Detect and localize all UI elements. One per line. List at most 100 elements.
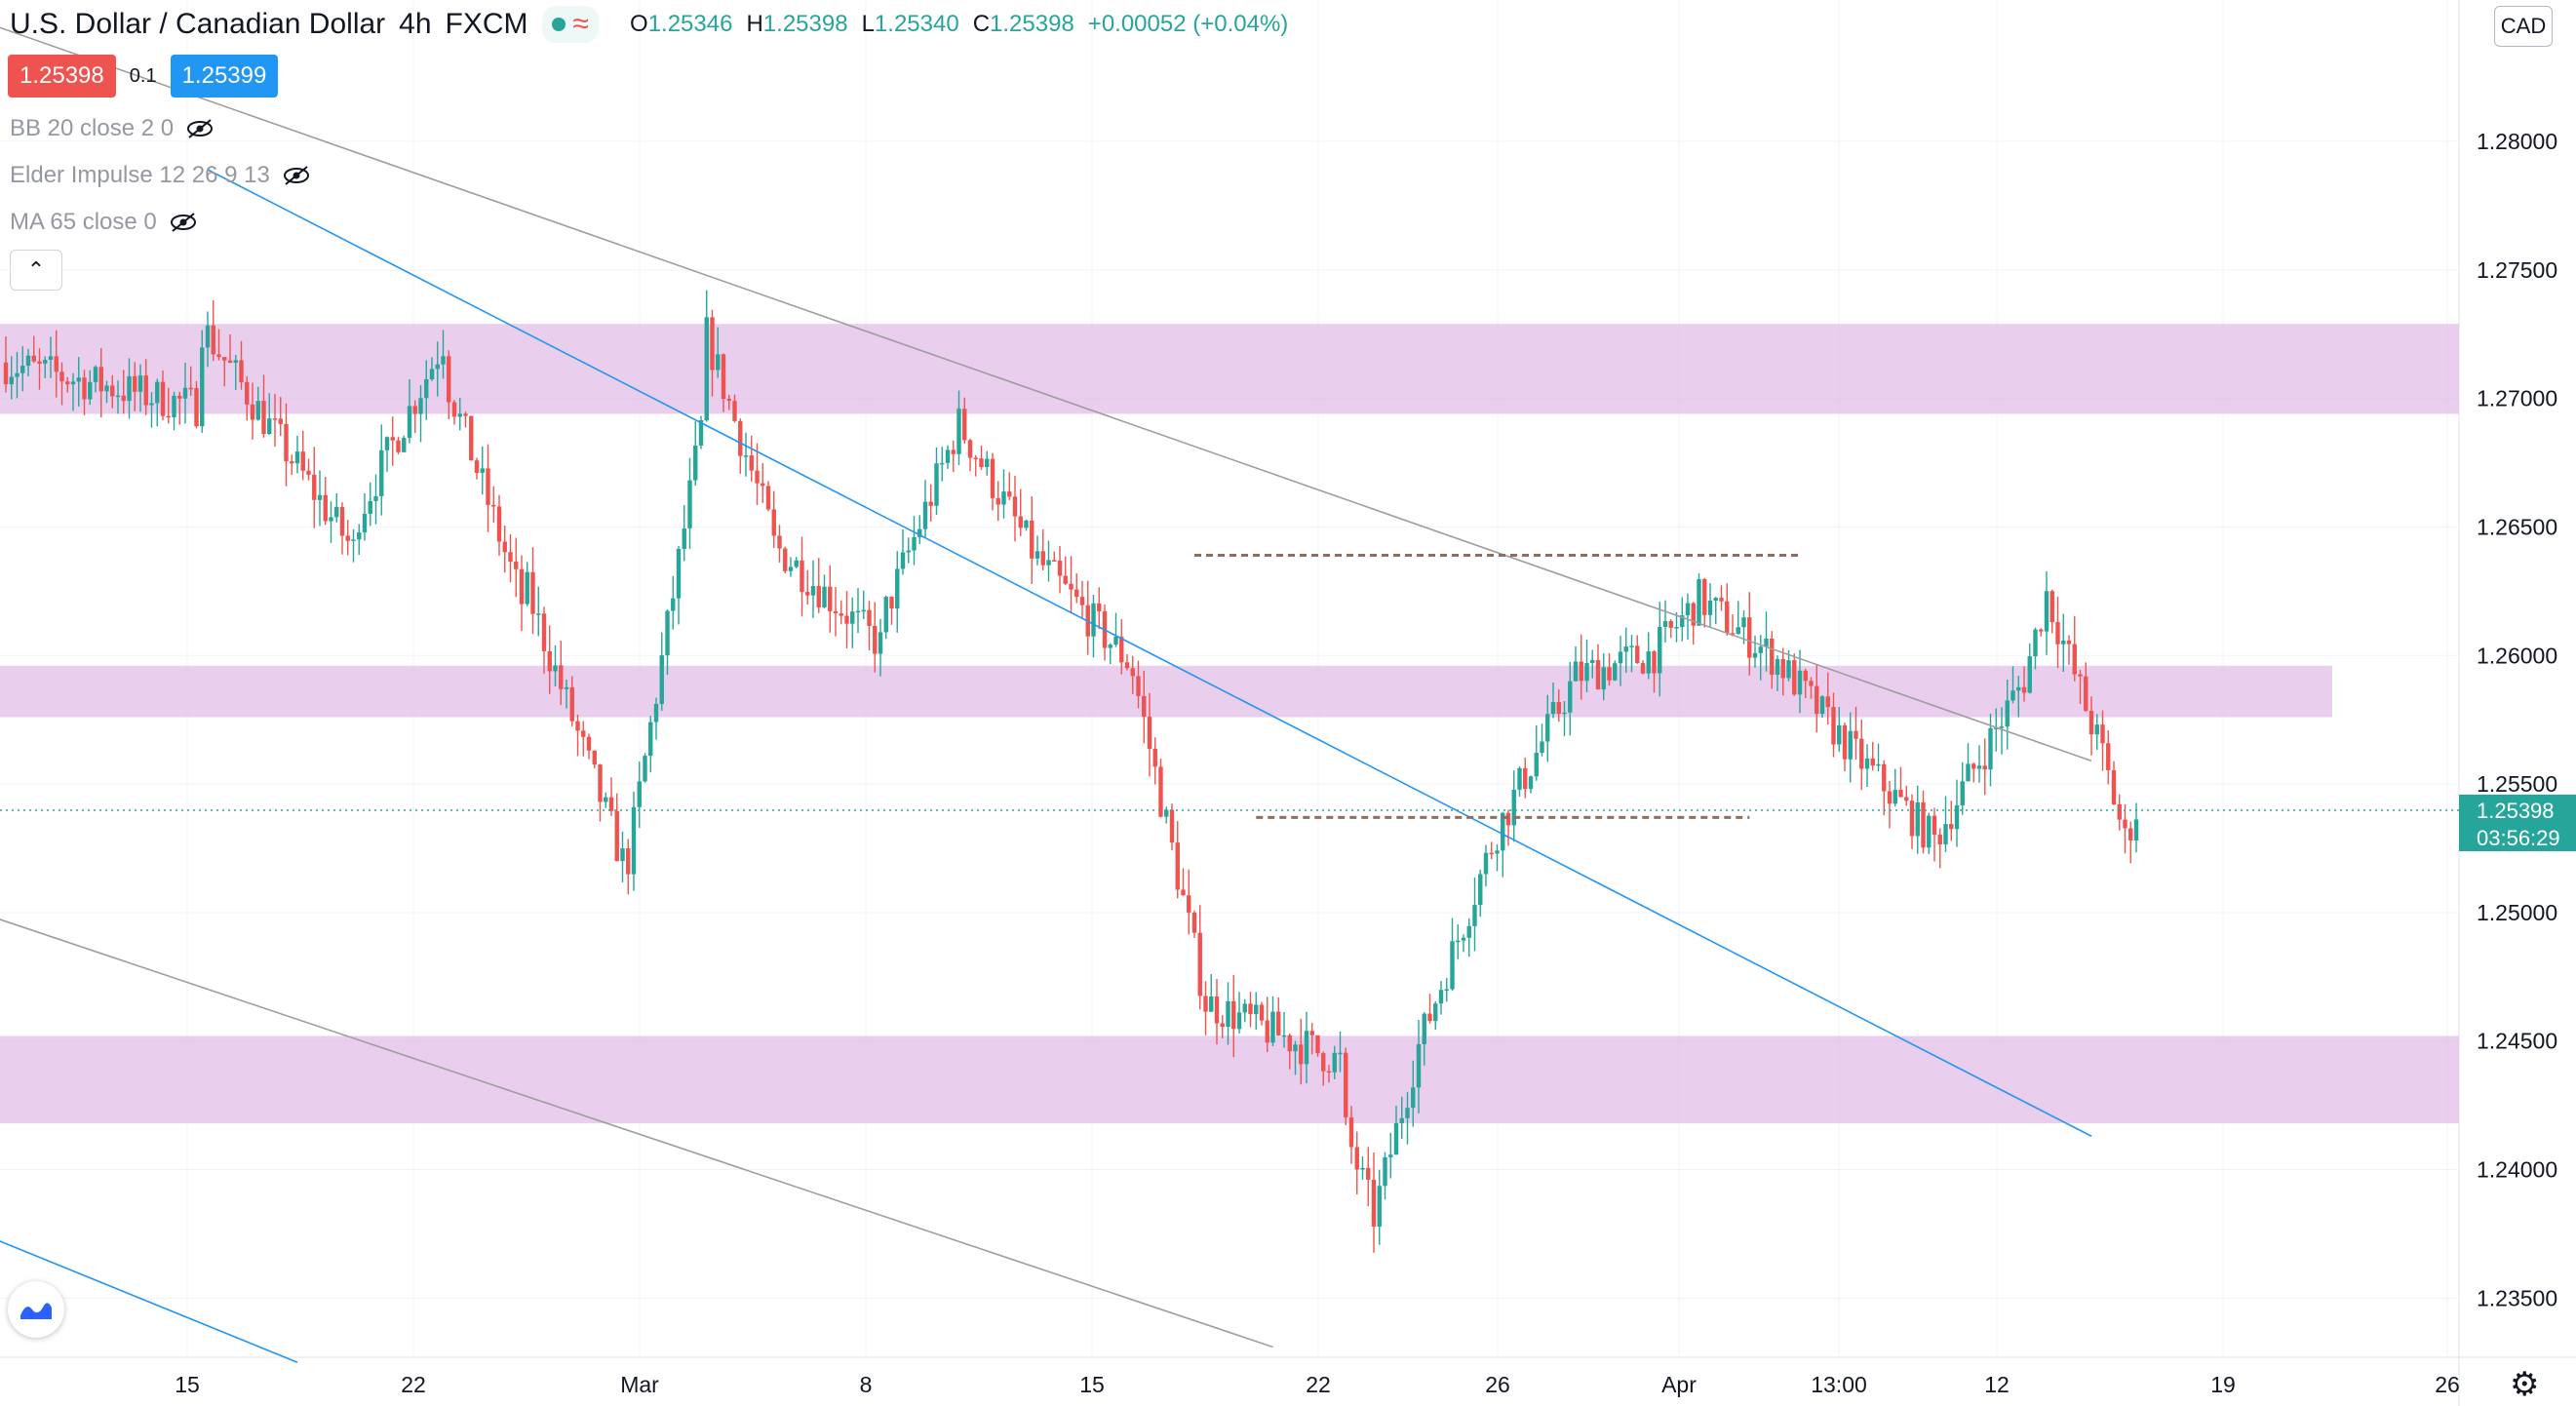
last-price-value: 1.25398 xyxy=(2477,799,2555,823)
tradingview-logo[interactable] xyxy=(8,1281,64,1338)
candle xyxy=(1613,660,1618,682)
candle-body xyxy=(1854,730,1858,739)
candle xyxy=(917,515,922,544)
candle xyxy=(233,354,238,391)
candle-body xyxy=(351,539,356,541)
candle xyxy=(1416,1020,1422,1113)
candle xyxy=(1674,611,1679,643)
indicator-bb[interactable]: BB 20 close 2 0 xyxy=(10,115,215,142)
candle xyxy=(2066,635,2072,665)
ohlc-values: O1.25346 H1.25398 L1.25340 C1.25398 +0.0… xyxy=(630,11,1288,38)
candle-body xyxy=(1819,696,1825,715)
currency-label[interactable]: CAD xyxy=(2494,6,2553,47)
candle-body xyxy=(486,468,490,505)
candle xyxy=(194,380,199,429)
candle xyxy=(245,375,250,421)
eye-crossed-icon[interactable] xyxy=(282,165,311,186)
interval-label[interactable]: 4h xyxy=(399,8,432,40)
candle xyxy=(514,537,519,598)
candle xyxy=(172,391,176,431)
candle xyxy=(1299,1018,1304,1085)
candle-body xyxy=(2072,644,2077,675)
candle-body xyxy=(2010,690,2015,701)
eye-crossed-icon[interactable] xyxy=(169,212,198,233)
candle xyxy=(1422,1011,1426,1066)
candle xyxy=(1915,785,1920,854)
candle xyxy=(1119,619,1124,675)
candle xyxy=(255,386,260,421)
candle-body xyxy=(1909,801,1915,837)
candle-body xyxy=(1411,1087,1416,1109)
candle xyxy=(1707,583,1713,627)
candle xyxy=(1819,695,1825,718)
candle-body xyxy=(1371,1179,1377,1228)
symbol-title[interactable]: U.S. Dollar / Canadian Dollar xyxy=(10,8,386,40)
candle-body xyxy=(940,462,945,465)
candle xyxy=(682,505,686,562)
candle xyxy=(1623,627,1628,673)
candle-body xyxy=(188,387,193,390)
candle-body xyxy=(1568,681,1573,713)
eye-crossed-icon[interactable] xyxy=(185,118,215,139)
candle xyxy=(592,750,597,768)
candle xyxy=(906,537,911,564)
candle-body xyxy=(2111,769,2117,804)
candle-body xyxy=(547,650,552,672)
candle-body xyxy=(928,501,933,506)
candle-body xyxy=(883,597,888,633)
candle-body xyxy=(211,325,215,355)
settings-gear-icon[interactable]: ⚙ xyxy=(2510,1366,2540,1403)
candle xyxy=(1568,661,1573,736)
candle-body xyxy=(1988,727,1993,770)
candle-body xyxy=(973,457,978,460)
candle xyxy=(1444,977,1449,1002)
candle xyxy=(1797,649,1803,714)
candle-body xyxy=(1545,714,1550,742)
candle-body xyxy=(586,736,592,751)
candle xyxy=(614,793,619,862)
candle xyxy=(665,609,670,676)
candle xyxy=(575,714,580,757)
candle xyxy=(1579,634,1583,700)
collapse-legend-button[interactable]: ⌃ xyxy=(10,250,62,291)
sell-price-button[interactable]: 1.25398 xyxy=(8,55,116,98)
candle-body xyxy=(502,541,507,553)
candle xyxy=(995,481,1000,522)
candle-body xyxy=(1797,670,1803,695)
buy-price-button[interactable]: 1.25399 xyxy=(170,55,279,98)
candle xyxy=(1270,996,1275,1047)
candle-body xyxy=(418,398,423,414)
candle-body xyxy=(1366,1167,1371,1180)
candle xyxy=(362,492,368,541)
candle-body xyxy=(956,409,961,454)
indicator-ma[interactable]: MA 65 close 0 xyxy=(10,209,198,236)
candle xyxy=(20,346,25,392)
indicator-elder-impulse[interactable]: Elder Impulse 12 26 9 13 xyxy=(10,162,311,189)
trendline xyxy=(0,1240,298,1364)
x-tick-label: 19 xyxy=(2210,1372,2236,1397)
candle xyxy=(671,575,676,630)
candle xyxy=(1354,1131,1359,1195)
candle-body xyxy=(1344,1052,1348,1118)
candle-body xyxy=(1927,815,1932,848)
candle xyxy=(1287,1033,1292,1070)
candle xyxy=(643,753,647,783)
candle xyxy=(1523,758,1528,799)
candle xyxy=(182,362,188,424)
candle xyxy=(1994,708,1999,752)
candle xyxy=(1640,660,1646,675)
candle-body xyxy=(1427,1013,1432,1022)
candle xyxy=(1142,670,1147,744)
candle-body xyxy=(985,458,990,467)
candle xyxy=(1691,602,1696,645)
candle xyxy=(1197,905,1202,1010)
candle xyxy=(676,545,682,625)
candle-body xyxy=(951,449,956,454)
candle xyxy=(1152,737,1157,785)
candle-body xyxy=(345,535,350,541)
candle xyxy=(1668,619,1673,639)
candle-body xyxy=(1130,668,1135,677)
candle xyxy=(137,364,143,412)
candle xyxy=(761,463,765,503)
